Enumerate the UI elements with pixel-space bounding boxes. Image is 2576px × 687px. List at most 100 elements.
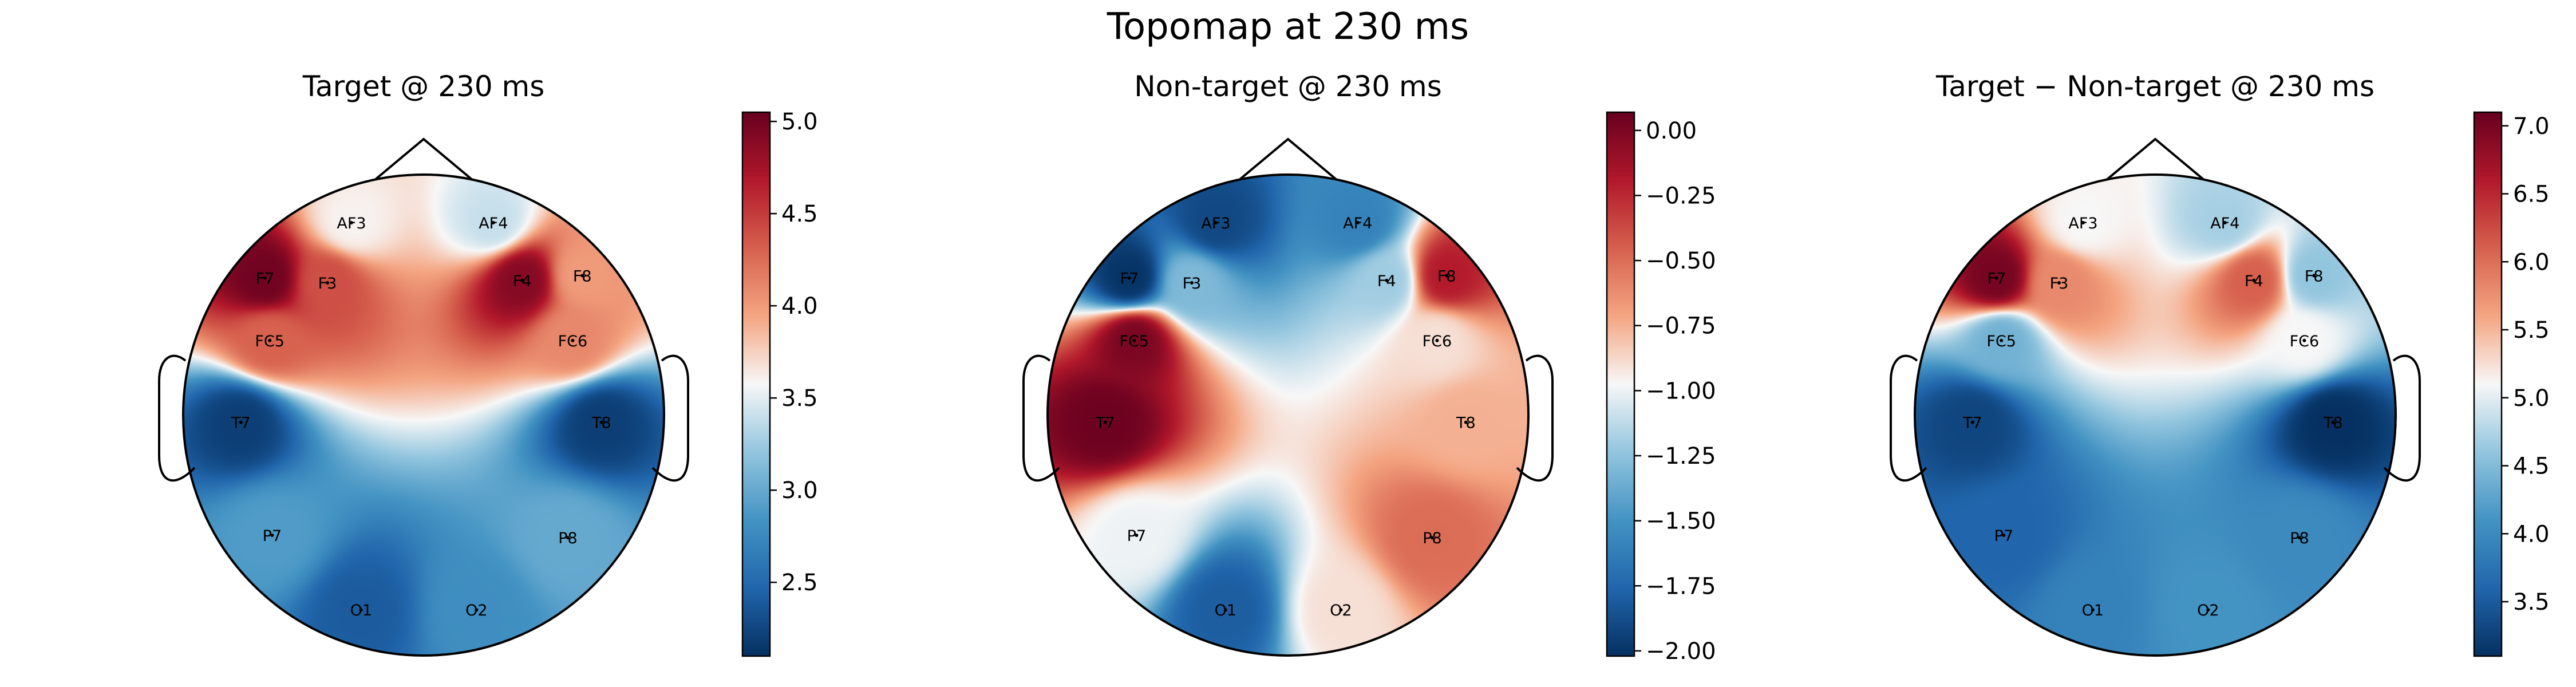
electrode-t8-marker: [2331, 420, 2335, 424]
colorbar-tick-label: −0.25: [1646, 183, 1716, 209]
electrode-label: O2: [465, 602, 487, 619]
electrode-f7-marker: [1127, 276, 1131, 280]
electrode-p8-marker: [1431, 536, 1434, 540]
electrode-label: FC5: [1986, 333, 2016, 350]
colorbar: 0.00 −0.25 −0.50 −0.75 −1.00 −1.25 −1.50 −1.75 −…: [1606, 111, 1716, 665]
colorbar-tick-label: 4.5: [2513, 453, 2550, 480]
colorbar-gradient: [741, 111, 771, 657]
scalp-heatmap: [1915, 175, 2396, 656]
electrode-f8-marker: [2312, 274, 2316, 278]
panel-title: Non-target @ 230 ms: [1134, 70, 1442, 103]
electrode-fc6-marker: [1435, 338, 1439, 342]
electrode-label: O1: [2082, 602, 2104, 619]
colorbar-tick-label: 5.0: [781, 109, 818, 135]
electrode-p8-marker: [2298, 536, 2301, 540]
electrode-label: F4: [2245, 273, 2263, 290]
head-outline: [182, 173, 665, 657]
electrode-label: F3: [318, 275, 337, 293]
electrode-p7-marker: [2002, 534, 2006, 537]
electrode-label: P8: [1423, 530, 1441, 547]
colorbar-tick-label: −1.00: [1646, 378, 1716, 404]
electrode-label: AF4: [2210, 215, 2239, 232]
electrode-fc5-marker: [2000, 338, 2004, 342]
electrode-af4-marker: [2223, 221, 2227, 224]
electrode-f4-marker: [2252, 278, 2256, 282]
electrode-f3-marker: [2057, 281, 2061, 285]
electrode-t8-marker: [599, 420, 603, 424]
electrode-label: P8: [2290, 530, 2309, 547]
electrode-fc5-marker: [1132, 338, 1136, 342]
electrode-label: F7: [1120, 270, 1139, 288]
electrode-t7-marker: [1103, 420, 1107, 424]
electrode-label: F8: [1437, 267, 1456, 285]
colorbar-tick-label: −2.00: [1646, 638, 1716, 665]
electrode-label: P8: [558, 530, 577, 547]
electrode-af3-marker: [2081, 221, 2085, 224]
electrode-af3-marker: [1214, 221, 1218, 224]
electrode-label: FC5: [255, 333, 285, 350]
colorbar-tick-label: 4.5: [781, 201, 818, 227]
electrode-o2-marker: [1339, 608, 1343, 612]
nose-outline: [2105, 137, 2205, 181]
electrode-label: F8: [2305, 267, 2324, 285]
colorbar-tick-label: −1.75: [1646, 573, 1716, 599]
topomap-panel-3: Target − Non-target @ 230 ms AF3 AF4 F7 F3 F4…: [1890, 70, 2550, 657]
electrode-af4-marker: [1356, 221, 1360, 224]
colorbar-tick-label: 2.5: [781, 570, 818, 596]
scalp-heatmap: [1048, 175, 1528, 656]
electrode-label: F7: [255, 270, 274, 288]
colorbar-gradient: [2473, 111, 2503, 657]
electrode-label: FC6: [1423, 333, 1452, 350]
electrode-o2-marker: [475, 608, 479, 612]
colorbar-tick-label: 6.5: [2513, 181, 2550, 208]
colorbar-tick-label: −1.25: [1646, 443, 1716, 469]
colorbar-tick-label: 4.0: [2513, 521, 2550, 547]
electrode-f3-marker: [326, 281, 329, 285]
colorbar-tick-label: 7.0: [2513, 113, 2550, 140]
electrode-label: O2: [2197, 602, 2219, 619]
electrode-o1-marker: [359, 608, 363, 612]
electrode-label: F4: [1377, 273, 1396, 290]
electrode-o2-marker: [2206, 608, 2210, 612]
electrode-f8-marker: [1445, 274, 1449, 278]
electrode-t7-marker: [239, 420, 243, 424]
electrode-p7-marker: [270, 534, 274, 537]
electrode-af4-marker: [491, 221, 495, 224]
head-outline: [1046, 173, 1530, 657]
electrode-label: T8: [2323, 414, 2343, 432]
electrode-label: F3: [1183, 275, 1202, 293]
electrode-label: T8: [1456, 414, 1476, 432]
colorbar-gradient: [1606, 111, 1635, 657]
panel-title: Target − Non-target @ 230 ms: [1935, 70, 2374, 103]
electrode-f4-marker: [1385, 278, 1389, 282]
electrode-f8-marker: [580, 274, 584, 278]
electrode-label: AF4: [1343, 215, 1372, 232]
topomap-panel-2: Non-target @ 230 ms AF3 AF4 F7 F3 F4 F8 FC5 FC6 T…: [1022, 70, 1716, 665]
electrode-label: O2: [1330, 602, 1352, 619]
panel-title: Target @ 230 ms: [302, 70, 545, 103]
electrode-label: AF4: [479, 215, 508, 232]
colorbar-tick-label: −1.50: [1646, 508, 1716, 535]
colorbar: 3.5 4.0 4.5 5.0 5.5 6.0 6.5 7.0: [2473, 111, 2550, 657]
colorbar-tick-label: 5.5: [2513, 317, 2550, 344]
electrode-o1-marker: [1223, 608, 1227, 612]
left-ear-outline: [1022, 354, 1060, 482]
colorbar-tick-label: −0.50: [1646, 248, 1716, 274]
electrode-label: F3: [2050, 275, 2069, 293]
nose-outline: [374, 137, 473, 181]
topomap-panel-1: Target @ 230 ms AF3 AF4 F7 F3 F4 F8 FC5 FC6 T7 T8 P…: [158, 70, 818, 657]
electrode-label: P7: [263, 527, 282, 545]
electrode-p7-marker: [1135, 534, 1139, 537]
electrode-label: F8: [573, 267, 592, 285]
electrode-label: AF3: [2068, 215, 2097, 232]
colorbar: 2.5 3.0 3.5 4.0 4.5 5.0: [741, 109, 818, 657]
electrode-label: T8: [591, 414, 611, 432]
electrode-label: FC5: [1119, 333, 1149, 350]
colorbar-tick-label: −0.75: [1646, 313, 1716, 339]
electrode-label: P7: [1994, 527, 2013, 545]
left-ear-outline: [158, 354, 196, 482]
scalp-heatmap: [183, 175, 664, 656]
colorbar-tick-label: 6.0: [2513, 249, 2550, 275]
electrode-p8-marker: [566, 536, 570, 540]
